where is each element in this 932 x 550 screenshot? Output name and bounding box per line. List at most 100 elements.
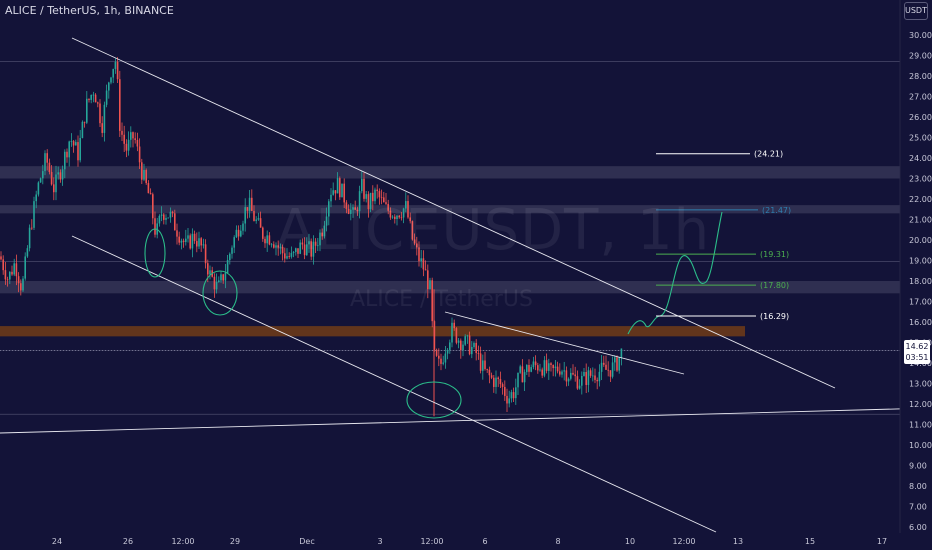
candle-body [603,362,605,365]
candle-body [17,276,20,284]
candle-body [609,370,612,377]
candle-body [185,238,187,242]
candle-body [556,366,559,372]
candle-body [460,340,462,351]
candle-body [330,194,332,202]
candle-body [105,90,108,105]
candle-body [334,190,337,194]
candle-body [409,217,411,222]
candle-body [152,194,154,219]
candle-body [596,379,598,382]
currency-badge[interactable]: USDT [904,2,928,20]
candle-body [154,218,156,235]
candle-body [517,372,519,388]
candle-body [510,392,513,399]
candle-body [424,269,427,271]
target-label: (16.29) [760,312,789,321]
candle-body [246,207,249,211]
candle-body [361,178,363,192]
x-tick-label: Dec [299,537,314,546]
candle-body [468,335,471,355]
candle-body [189,235,191,249]
x-tick-label: 24 [52,537,62,546]
candle-body [354,207,356,210]
candle-body [462,344,464,351]
y-tick-label: 13.00 [909,380,932,389]
candle-body [567,378,570,382]
candle-body [508,398,510,404]
candle-body [587,370,590,385]
candle-body [429,280,431,290]
candle-body [295,248,297,252]
symbol-watermark: ALICEUSDT, 1h [276,198,711,263]
candle-body [449,342,451,350]
candle-body [292,251,295,253]
candle-body [413,239,416,244]
candle-body [123,134,125,144]
candle-body [121,130,123,135]
candle-body [475,342,477,354]
candle-body [20,283,22,291]
candle-body [420,258,422,262]
candle-body [187,235,189,239]
x-tick-label: 12:00 [171,537,194,546]
candle-body [374,189,376,202]
y-tick-label: 24.00 [909,154,932,163]
candle-body [79,137,81,161]
candle-body [72,141,75,146]
y-tick-label: 19.00 [909,257,932,266]
candle-body [28,227,31,249]
candle-body [75,142,77,146]
candle-body [455,328,458,343]
candle-body [583,372,585,376]
candle-body [226,260,229,274]
candle-body [578,385,581,389]
candle-body [141,162,143,180]
candle-body [6,279,9,281]
candle-body [209,270,211,275]
candle-body [174,213,176,231]
candle-body [143,169,145,180]
zone-band [0,326,745,337]
y-tick-label: 25.00 [909,134,932,143]
candle-body [268,235,271,245]
candle-body [92,94,95,96]
candle-body [33,201,35,228]
candle-body [453,322,455,329]
candle-body [200,238,202,246]
candle-body [589,370,592,376]
candle-body [347,208,350,214]
candle-body [530,367,532,372]
candle-body [526,364,528,373]
candle-body [50,171,53,185]
candle-body [312,241,315,257]
candle-body [81,121,84,138]
candle-body [550,363,552,365]
candle-body [281,246,284,254]
candle-body [22,278,24,291]
candle-body [554,366,557,369]
candle-body [176,230,178,237]
candle-body [499,379,502,385]
time-axis [0,533,932,550]
candle-body [532,361,535,368]
candle-body [57,172,59,175]
candle-body [15,263,18,277]
target-label: (24.21) [754,150,783,159]
symbol-title[interactable]: ALICE / TetherUS, 1h, BINANCE [5,4,174,17]
candle-body [240,230,242,237]
y-tick-label: 30.00 [909,31,932,40]
candle-body [367,194,370,210]
candle-body [407,201,409,218]
candle-body [244,207,246,224]
candle-body [253,210,255,221]
candle-body [350,209,352,214]
candle-body [257,218,260,220]
candle-body [440,358,442,364]
candle-body [178,236,180,243]
candle-body [466,335,469,337]
candle-body [339,178,341,198]
candle-body [376,189,378,192]
